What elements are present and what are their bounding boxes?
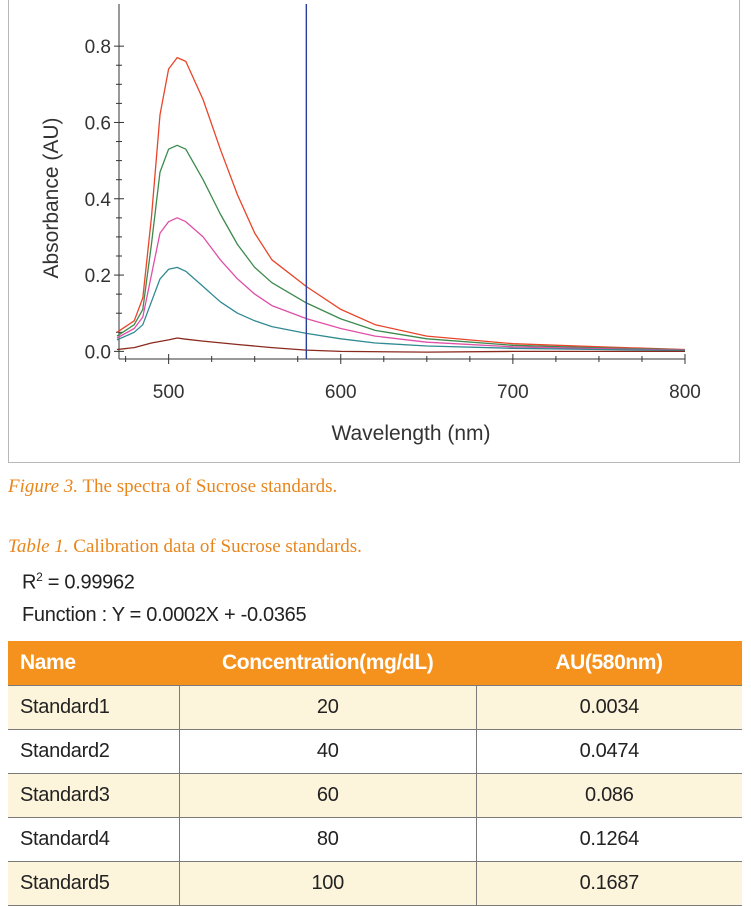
- cell-concentration: 20: [178, 685, 477, 730]
- r-squared-value: = 0.99962: [42, 571, 135, 594]
- cell-name: Standard1: [8, 685, 180, 730]
- cell-name: Standard5: [8, 861, 180, 906]
- table-caption-label: Table 1.: [8, 536, 69, 557]
- x-tick-label: 800: [669, 382, 701, 403]
- x-tick-label: 500: [153, 382, 185, 403]
- cell-name: Standard2: [8, 729, 180, 774]
- cell-au: 0.1264: [475, 817, 742, 862]
- calibration-table: Name Concentration(mg/dL) AU(580nm) Stan…: [8, 641, 742, 906]
- table-row: Standard1 20 0.0034: [8, 685, 742, 730]
- series-line-standard2: [116, 266, 686, 352]
- x-tick-label: 600: [325, 382, 357, 403]
- y-axis-title: Absorbance (AU): [40, 117, 63, 278]
- series-line-standard3: [116, 217, 686, 351]
- figure-caption-label: Figure 3.: [8, 476, 79, 497]
- x-tick-label: 700: [497, 382, 529, 403]
- header-au: AU(580nm): [476, 641, 742, 686]
- cell-au: 0.0034: [475, 685, 742, 730]
- header-concentration: Concentration(mg/dL): [179, 641, 477, 686]
- cell-concentration: 80: [178, 817, 477, 862]
- r-squared-superscript: 2: [36, 570, 43, 584]
- x-axis-title: Wavelength (nm): [331, 422, 490, 445]
- table-header-row: Name Concentration(mg/dL) AU(580nm): [8, 641, 742, 686]
- regression-function: Function : Y = 0.0002X + -0.0365: [22, 604, 307, 626]
- cell-concentration: 100: [178, 861, 477, 906]
- cell-name: Standard3: [8, 773, 180, 818]
- header-name: Name: [8, 641, 180, 686]
- y-tick-label: 0.0: [85, 342, 111, 363]
- spectra-chart: 0.0 0.2 0.4 0.6 0.8 500 600 700 800 Wavelength (n…: [40, 4, 701, 445]
- table-caption-text: Calibration data of Sucrose standards.: [73, 536, 362, 557]
- series-line-standard5: [116, 56, 686, 351]
- figure-caption-text: The spectra of Sucrose standards.: [82, 476, 338, 497]
- r-squared-line: R2 = 0.99962: [22, 570, 135, 595]
- y-tick-label: 0.4: [85, 190, 112, 211]
- table-row: Standard2 40 0.0474: [8, 729, 742, 774]
- y-tick-label: 0.2: [85, 266, 111, 287]
- cell-au: 0.0474: [475, 729, 742, 774]
- series-line-standard4: [116, 144, 686, 351]
- r-squared-symbol: R: [22, 571, 37, 594]
- series-line-standard1: [116, 337, 685, 353]
- cell-au: 0.1687: [475, 861, 742, 906]
- table-row: Standard5 100 0.1687: [8, 861, 742, 906]
- table-caption: Table 1. Calibration data of Sucrose sta…: [8, 536, 362, 558]
- table-row: Standard3 60 0.086: [8, 773, 742, 818]
- y-tick-label: 0.6: [85, 113, 111, 134]
- figure-caption: Figure 3. The spectra of Sucrose standar…: [8, 476, 337, 498]
- table-row: Standard4 80 0.1264: [8, 817, 742, 862]
- figure-frame: 0.0 0.2 0.4 0.6 0.8 500 600 700 800 Wavelength (n…: [8, 0, 740, 463]
- cell-concentration: 40: [178, 729, 477, 774]
- y-tick-label: 0.8: [85, 37, 111, 58]
- cell-au: 0.086: [475, 773, 742, 818]
- cell-name: Standard4: [8, 817, 180, 862]
- cell-concentration: 60: [178, 773, 477, 818]
